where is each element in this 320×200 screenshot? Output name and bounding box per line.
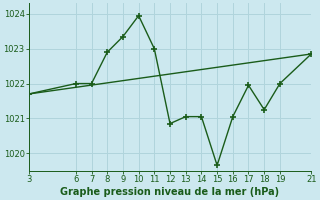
X-axis label: Graphe pression niveau de la mer (hPa): Graphe pression niveau de la mer (hPa) xyxy=(60,187,280,197)
